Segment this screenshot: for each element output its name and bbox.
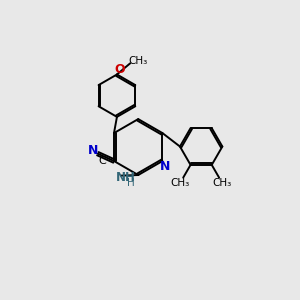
Text: CH₃: CH₃ (129, 56, 148, 66)
Text: H: H (127, 178, 135, 188)
Text: CH₃: CH₃ (213, 178, 232, 188)
Text: O: O (114, 63, 124, 76)
Text: C: C (98, 156, 106, 166)
Text: N: N (88, 144, 99, 157)
Text: CH₃: CH₃ (170, 178, 190, 188)
Text: NH: NH (116, 171, 136, 184)
Text: N: N (160, 160, 171, 173)
